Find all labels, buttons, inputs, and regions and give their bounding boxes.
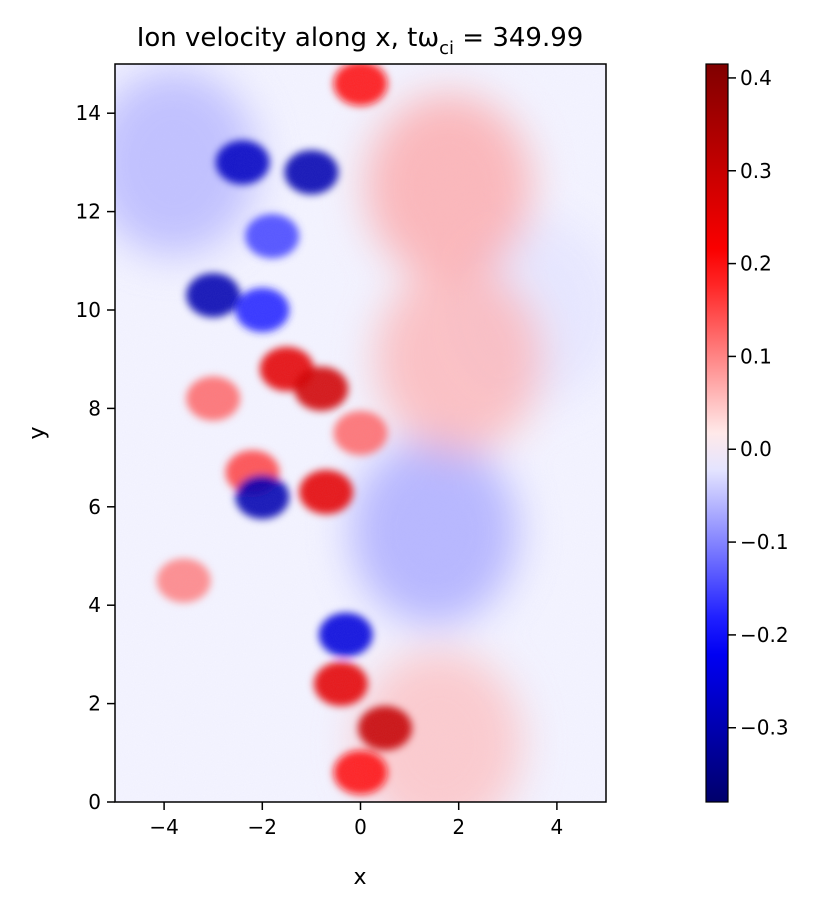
colorbar <box>705 63 729 803</box>
y-tick-label: 6 <box>88 495 101 519</box>
y-tick-label: 4 <box>88 593 101 617</box>
x-tick-label: 4 <box>551 815 564 839</box>
y-tick-label: 2 <box>88 692 101 716</box>
chart-title: Ion velocity along x, tωci = 349.99 <box>137 23 584 59</box>
colorbar-tick-label: −0.1 <box>740 530 789 554</box>
x-tick-label: −4 <box>149 815 178 839</box>
y-axis-label: y <box>25 426 50 439</box>
colorbar-tick-label: 0.1 <box>740 344 772 368</box>
y-axis-ticks: 0 2 4 6 8 10 12 14 <box>76 101 115 814</box>
y-tick-label: 14 <box>76 101 101 125</box>
heatmap-noise <box>115 64 606 802</box>
y-tick-label: 0 <box>88 790 101 814</box>
colorbar-tick-label: 0.0 <box>740 437 772 461</box>
colorbar-tick-label: 0.4 <box>740 66 772 90</box>
x-tick-label: −2 <box>248 815 277 839</box>
chart-title-suffix: = 349.99 <box>454 23 583 53</box>
chart-title-subscript: ci <box>439 38 454 59</box>
chart-title-main: Ion velocity along x, tω <box>137 23 439 53</box>
colorbar-tick-label: 0.2 <box>740 252 772 276</box>
colorbar-ticks: 0.4 0.3 0.2 0.1 0.0 −0.1 −0.2 −0.3 <box>728 66 789 740</box>
colorbar-tick-label: −0.2 <box>740 623 789 647</box>
y-tick-label: 8 <box>88 396 101 420</box>
plot-area <box>115 64 606 802</box>
y-tick-label: 10 <box>76 298 101 322</box>
colorbar-tick-label: −0.3 <box>740 716 789 740</box>
x-tick-label: 2 <box>452 815 465 839</box>
x-axis-label: x <box>353 865 366 890</box>
x-axis-ticks: −4 −2 0 2 4 <box>149 802 563 839</box>
y-tick-label: 12 <box>76 200 101 224</box>
x-tick-label: 0 <box>354 815 367 839</box>
colorbar-tick-label: 0.3 <box>740 159 772 183</box>
